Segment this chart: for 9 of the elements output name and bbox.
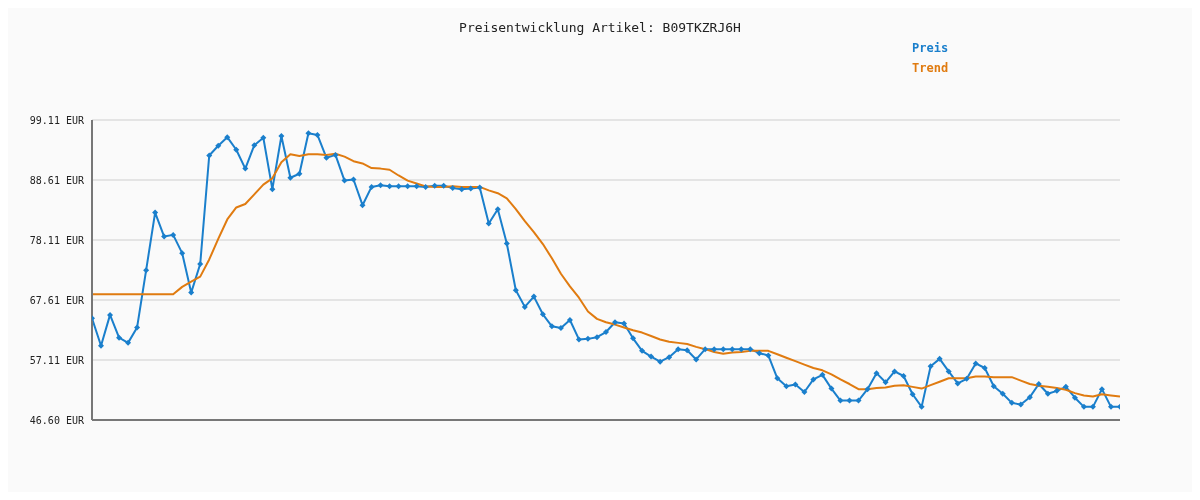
text: Trend — [912, 60, 950, 77]
chart-title: Preisentwicklung Artikel: B09TKZRJ6H — [458, 20, 742, 35]
y-tick-label: 88.61 EUR — [29, 174, 85, 186]
y-tick-label: 67.61 EUR — [29, 294, 85, 306]
text: Preis — [912, 40, 950, 57]
y-tick-label: 99.11 EUR — [29, 114, 85, 126]
y-tick-label: 57.11 EUR — [29, 354, 85, 366]
y-tick-label: 78.11 EUR — [29, 234, 85, 246]
y-tick-label: 46.60 EUR — [29, 414, 85, 426]
